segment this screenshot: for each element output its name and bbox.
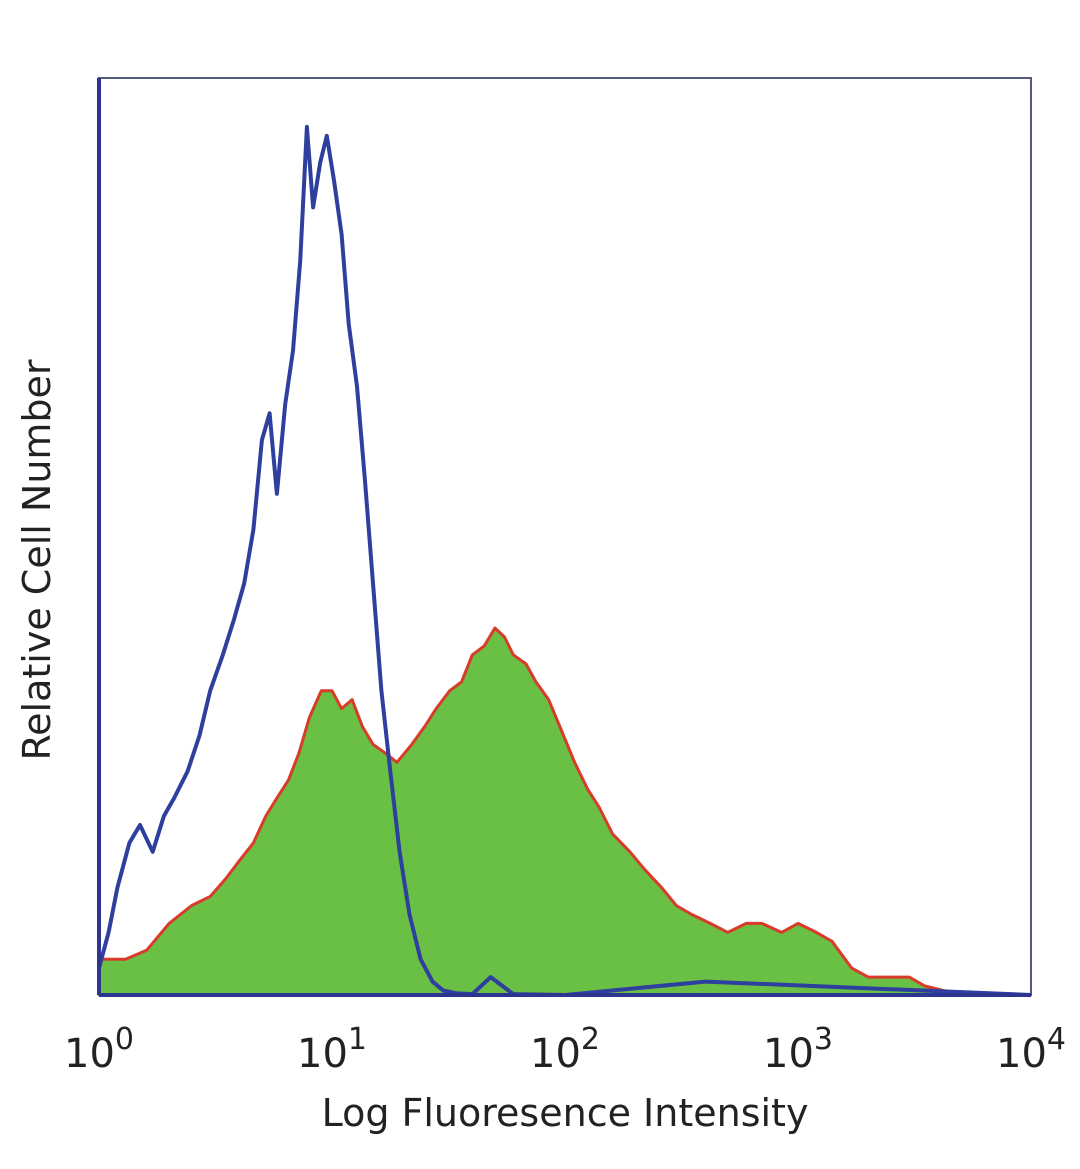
x-tick-base: 10	[297, 1031, 348, 1077]
x-tick-base: 10	[64, 1031, 115, 1077]
filled-histogram-edge	[99, 626, 962, 997]
filled-histogram-area	[99, 628, 961, 995]
x-axis-label: Log Fluoresence Intensity	[322, 1091, 809, 1135]
x-tick-base: 10	[996, 1031, 1047, 1077]
x-tick-exponent: 1	[348, 1022, 367, 1057]
x-tick-labels: 100 101 102 103 104	[64, 1022, 1066, 1077]
series-layer	[97, 124, 1032, 997]
x-tick-label: 103	[763, 1022, 833, 1077]
outline-histogram-line	[97, 124, 1032, 997]
x-tick-label: 104	[996, 1022, 1066, 1077]
x-tick-label: 100	[64, 1022, 134, 1077]
x-tick-exponent: 2	[581, 1022, 600, 1057]
x-tick-exponent: 4	[1047, 1022, 1066, 1057]
x-tick-exponent: 0	[115, 1022, 134, 1057]
x-tick-base: 10	[763, 1031, 814, 1077]
y-axis-label: Relative Cell Number	[15, 359, 59, 760]
x-tick-exponent: 3	[814, 1022, 833, 1057]
x-tick-base: 10	[530, 1031, 581, 1077]
x-tick-label: 102	[530, 1022, 600, 1077]
x-tick-label: 101	[297, 1022, 367, 1077]
